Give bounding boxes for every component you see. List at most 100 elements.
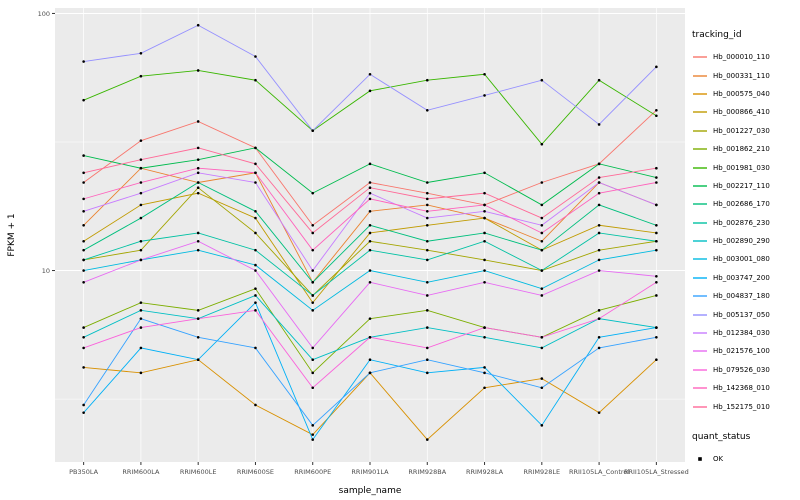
legend-key-line-icon bbox=[693, 387, 707, 389]
y-tick-label: 100 bbox=[38, 10, 50, 18]
legend-label: Hb_000575_040 bbox=[713, 89, 770, 98]
data-point bbox=[82, 258, 85, 262]
legend-item: Hb_012384_030 bbox=[692, 324, 800, 342]
data-point bbox=[368, 197, 372, 201]
data-point bbox=[597, 123, 601, 126]
data-point bbox=[425, 203, 429, 207]
data-point bbox=[540, 239, 544, 243]
data-point bbox=[139, 248, 143, 252]
data-point bbox=[196, 69, 200, 72]
data-point bbox=[196, 23, 200, 27]
data-point bbox=[368, 281, 372, 284]
data-point bbox=[655, 65, 658, 69]
data-point bbox=[311, 301, 315, 304]
data-point bbox=[540, 142, 544, 146]
data-point bbox=[196, 158, 200, 161]
data-point bbox=[254, 171, 257, 175]
data-point bbox=[597, 269, 601, 272]
data-point bbox=[196, 146, 200, 150]
legend-tracking-items: Hb_000010_110 Hb_000331_110 Hb_000575_040 H… bbox=[692, 48, 800, 416]
legend-quant-items: OK bbox=[692, 450, 800, 468]
legend-item: Hb_002876_230 bbox=[692, 214, 800, 232]
data-point bbox=[597, 231, 601, 235]
data-point bbox=[597, 191, 601, 195]
data-point bbox=[82, 98, 85, 102]
data-point bbox=[196, 171, 200, 175]
data-point bbox=[425, 438, 429, 441]
data-point bbox=[655, 326, 658, 329]
legend-key-line-icon bbox=[693, 56, 707, 58]
data-point bbox=[196, 231, 200, 235]
data-point bbox=[311, 438, 315, 441]
data-point bbox=[196, 186, 200, 189]
data-point bbox=[139, 158, 143, 161]
legend-item: Hb_005137_050 bbox=[692, 305, 800, 323]
data-point bbox=[196, 248, 200, 252]
data-point bbox=[254, 309, 257, 312]
data-point bbox=[483, 269, 486, 272]
legend-item: Hb_003747_200 bbox=[692, 269, 800, 287]
data-point bbox=[139, 309, 143, 312]
legend-label: Hb_002686_170 bbox=[713, 200, 770, 209]
legend-key-line-icon bbox=[693, 258, 707, 261]
legend-item: Hb_001981_030 bbox=[692, 158, 800, 176]
data-point bbox=[425, 216, 429, 220]
data-point bbox=[368, 371, 372, 375]
data-point bbox=[311, 433, 315, 436]
data-point bbox=[368, 89, 372, 93]
data-point bbox=[483, 72, 486, 76]
data-point bbox=[483, 203, 486, 207]
data-point bbox=[483, 281, 486, 284]
legend-item: Hb_002217_110 bbox=[692, 177, 800, 195]
data-point bbox=[254, 248, 257, 252]
data-point bbox=[540, 346, 544, 350]
legend-label: Hb_000866_410 bbox=[713, 108, 770, 117]
x-tick-label: RRIM928BA bbox=[408, 468, 446, 476]
data-point bbox=[483, 231, 486, 235]
data-point bbox=[597, 309, 601, 312]
legend-label: Hb_004837_180 bbox=[713, 292, 770, 301]
x-tick-label: RRIM600SE bbox=[237, 468, 274, 476]
data-point bbox=[311, 248, 315, 252]
data-point bbox=[368, 317, 372, 320]
legend-key-line-icon bbox=[693, 74, 707, 77]
data-point bbox=[597, 162, 601, 166]
data-point bbox=[311, 129, 315, 132]
data-point bbox=[196, 335, 200, 339]
legend-label: Hb_003001_080 bbox=[713, 255, 770, 264]
legend-label: Hb_142368_010 bbox=[713, 384, 770, 393]
data-point bbox=[368, 248, 372, 252]
data-point bbox=[254, 287, 257, 290]
legend-key-line-icon bbox=[693, 277, 707, 279]
data-point bbox=[425, 197, 429, 201]
data-point bbox=[425, 358, 429, 361]
data-point bbox=[597, 258, 601, 262]
legend-label: Hb_002876_230 bbox=[713, 218, 770, 227]
legend-key-line-icon bbox=[693, 93, 707, 95]
data-point bbox=[82, 281, 85, 284]
data-point bbox=[139, 181, 143, 184]
data-point bbox=[196, 166, 200, 170]
data-point bbox=[254, 162, 257, 166]
data-point bbox=[82, 269, 85, 272]
legend-label: Hb_003747_200 bbox=[713, 273, 770, 282]
data-point bbox=[311, 424, 315, 427]
legend-label: Hb_002217_110 bbox=[713, 181, 770, 190]
data-point bbox=[368, 191, 372, 195]
legend-label: Hb_001227_030 bbox=[713, 126, 770, 135]
data-point bbox=[540, 386, 544, 390]
legend-key-point bbox=[698, 457, 702, 461]
data-point bbox=[368, 231, 372, 235]
legend-key-line-icon bbox=[693, 130, 707, 132]
legend-label: Hb_000010_110 bbox=[713, 53, 770, 62]
data-point bbox=[254, 346, 257, 350]
data-point bbox=[139, 51, 143, 55]
data-point bbox=[82, 223, 85, 227]
data-point bbox=[254, 301, 257, 304]
data-point bbox=[368, 335, 372, 339]
data-point bbox=[597, 346, 601, 350]
data-point bbox=[311, 371, 315, 375]
legend-item: Hb_004837_180 bbox=[692, 287, 800, 305]
legend-label: Hb_021576_100 bbox=[713, 347, 770, 356]
